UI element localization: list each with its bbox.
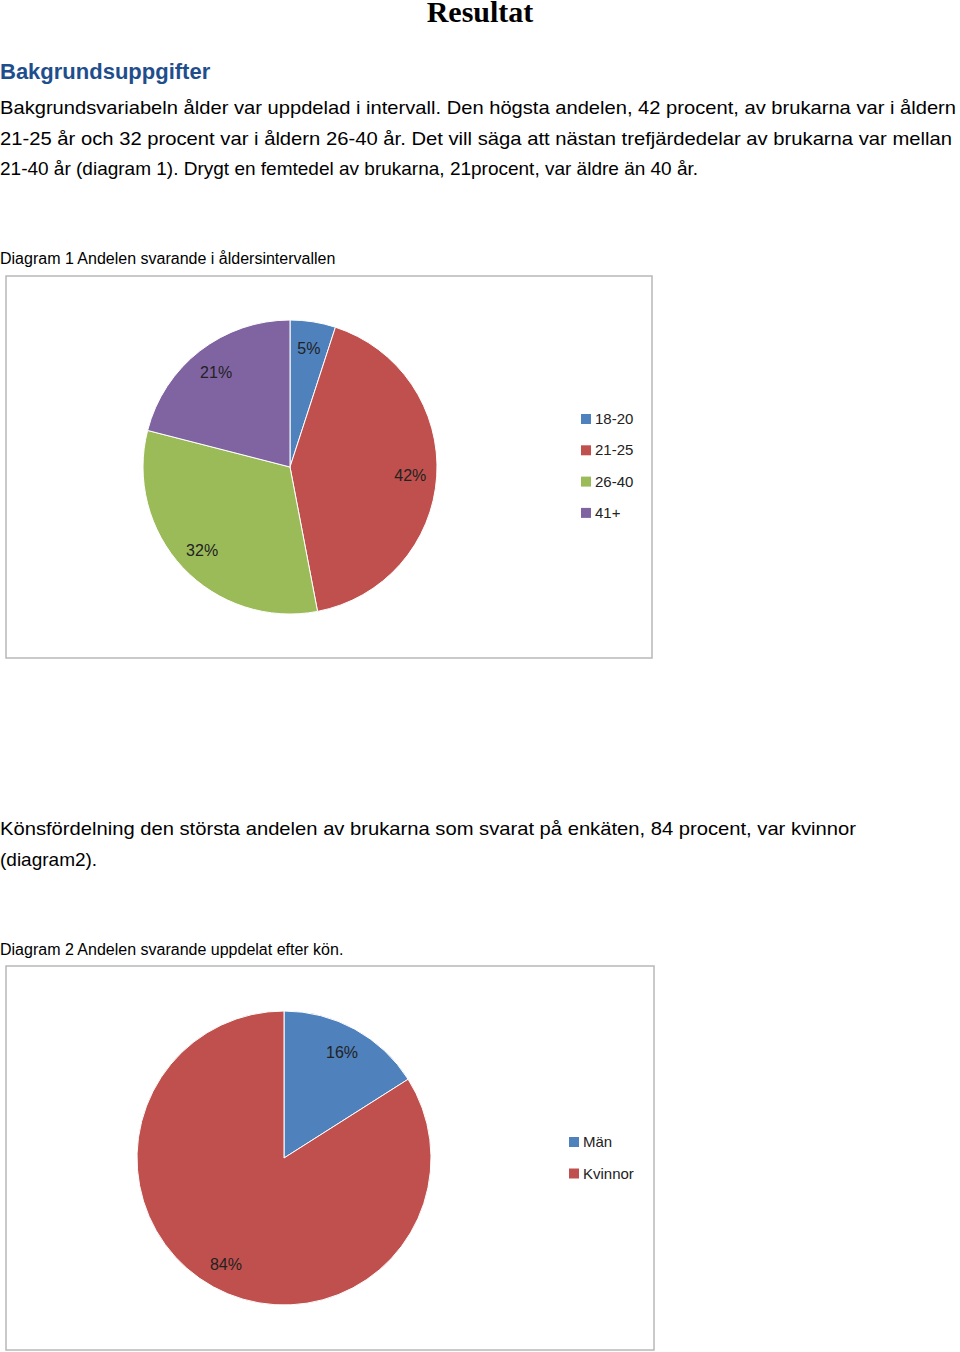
legend-label: 18-20 — [595, 410, 633, 427]
paragraph-line: 21-25 år och 32 procent var i åldern 26-… — [0, 128, 952, 149]
legend-swatch — [581, 477, 591, 487]
page-title: Resultat — [427, 0, 534, 28]
data-label: 84% — [210, 1256, 242, 1273]
legend-label: Kvinnor — [583, 1165, 634, 1182]
section-heading: Bakgrundsuppgifter — [0, 59, 211, 84]
page: Resultat Bakgrundsuppgifter Bakgrundsvaria… — [0, 0, 960, 1352]
data-label: 5% — [297, 340, 320, 357]
pie-slice — [143, 430, 318, 614]
pie-slice — [148, 320, 290, 467]
data-label: 16% — [326, 1044, 358, 1061]
legend-swatch — [581, 508, 591, 518]
legend-swatch — [581, 445, 591, 455]
legend-swatch — [569, 1137, 579, 1147]
pie-slice — [137, 1011, 431, 1305]
legend-label: 26-40 — [595, 473, 633, 490]
chart-title: Diagram 2 Andelen svarande uppdelat efte… — [0, 941, 343, 958]
pie-slice — [290, 327, 437, 611]
legend-label: 21-25 — [595, 441, 633, 458]
data-label: 32% — [186, 542, 218, 559]
legend-label: 41+ — [595, 504, 621, 521]
legend-swatch — [581, 414, 591, 424]
paragraph-line: Könsfördelning den största andelen av br… — [0, 818, 857, 839]
chart-frame — [6, 276, 652, 658]
paragraph-line: (diagram2). — [0, 849, 97, 870]
data-label: 21% — [200, 364, 232, 381]
chart-title: Diagram 1 Andelen svarande i åldersinter… — [0, 250, 335, 267]
legend-swatch — [569, 1169, 579, 1179]
pie-chart: Diagram 2 Andelen svarande uppdelat efte… — [0, 941, 654, 1350]
paragraph-line: Bakgrundsvariabeln ålder var uppdelad i … — [0, 97, 956, 118]
data-label: 42% — [394, 467, 426, 484]
chart-frame — [6, 966, 654, 1350]
paragraph-line: 21-40 år (diagram 1). Drygt en femtedel … — [0, 158, 698, 179]
pie-chart: Diagram 1 Andelen svarande i åldersinter… — [0, 250, 652, 658]
legend-label: Män — [583, 1133, 612, 1150]
